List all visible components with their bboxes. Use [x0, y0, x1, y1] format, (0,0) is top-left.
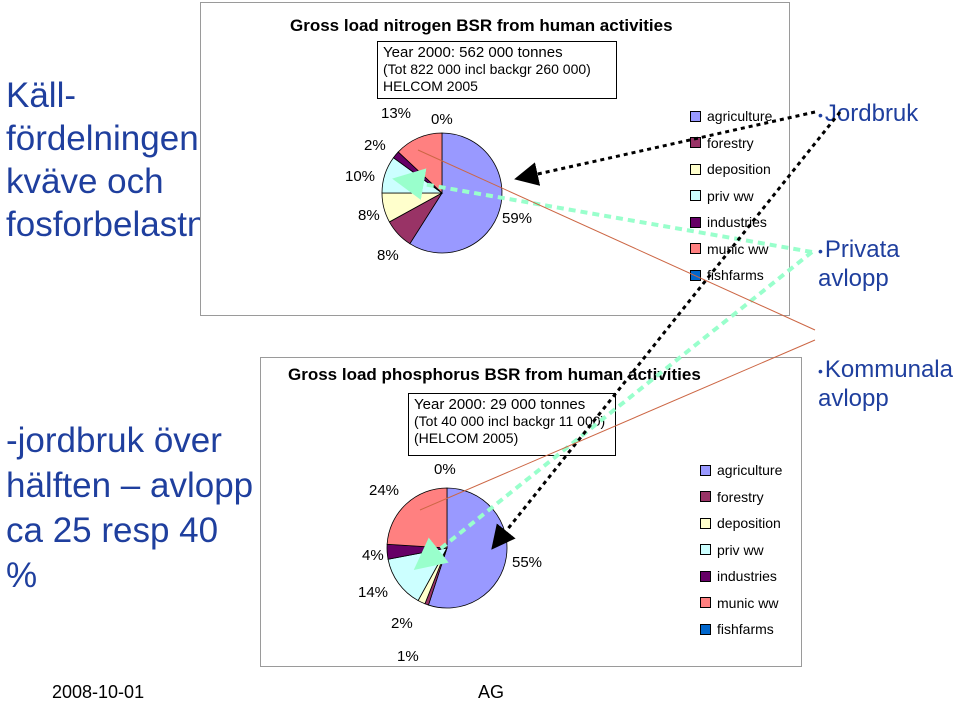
legend-item: agriculture	[700, 457, 782, 484]
nitrogen-info-line: HELCOM 2005	[383, 78, 478, 94]
nitrogen-info-box: Year 2000: 562 000 tonnes (Tot 822 000 i…	[377, 41, 617, 99]
nitrogen-info-line: Year 2000: 562 000 tonnes	[383, 44, 563, 61]
arrow-jordbruk-nitrogen	[514, 110, 816, 186]
legend-item: industries	[700, 563, 782, 590]
legend-item: fishfarms	[700, 616, 782, 643]
legend-swatch	[690, 163, 701, 175]
arrow-privata-phosphorus	[413, 250, 814, 570]
nitrogen-label-agriculture: 59%	[502, 210, 533, 227]
legend-item: forestry	[700, 484, 782, 511]
pie-slice-agriculture	[409, 132, 503, 254]
line-kommunala-phosphorus	[419, 339, 816, 511]
pie-slice-agriculture	[427, 487, 508, 609]
slide-subtitle: -jordbruk över hälften – avlopp ca 25 re…	[6, 421, 254, 595]
phosphorus-label-priv-ww: 14%	[358, 584, 389, 601]
nitrogen-label-forestry: 8%	[377, 247, 399, 264]
phosphorus-label-forestry: 1%	[397, 648, 419, 665]
line-kommunala-nitrogen	[417, 149, 816, 331]
footer-author: AG	[478, 682, 505, 702]
legend-swatch	[700, 491, 711, 503]
legend-swatch	[690, 216, 701, 228]
phosphorus-legend: agriculture forestry deposition priv ww …	[700, 457, 782, 643]
phosphorus-info-box: Year 2000: 29 000 tonnes (Tot 40 000 inc…	[408, 393, 616, 456]
legend-item: agriculture	[690, 103, 772, 130]
legend-item: fishfarms	[690, 262, 772, 289]
bullet-privata-avlopp: •Privata avlopp	[818, 236, 900, 292]
legend-swatch	[690, 269, 701, 281]
pie-slice-munic-ww	[386, 487, 448, 549]
nitrogen-pie	[381, 132, 503, 254]
phosphorus-label-munic-ww: 24%	[369, 482, 400, 499]
phosphorus-info-line: (Tot 40 000 incl backgr 11 000)	[414, 413, 606, 429]
footer-date: 2008-10-01	[52, 682, 145, 702]
nitrogen-chart-title: Gross load nitrogen BSR from human activ…	[290, 16, 673, 35]
phosphorus-label-agriculture: 55%	[512, 554, 543, 571]
phosphorus-label-industries: 4%	[362, 547, 384, 564]
legend-swatch	[690, 243, 701, 255]
pie-slice-munic-ww	[397, 132, 443, 194]
legend-item: deposition	[700, 510, 782, 537]
nitrogen-label-priv-ww: 10%	[345, 168, 376, 185]
bullet-kommunala-avlopp: •Kommunala avlopp	[818, 356, 953, 412]
legend-item: deposition	[690, 156, 772, 183]
phosphorus-label-fishfarms: 0%	[434, 461, 456, 478]
legend-swatch	[700, 464, 711, 476]
legend-swatch	[700, 517, 711, 529]
legend-item: munic ww	[700, 590, 782, 617]
phosphorus-info-line: Year 2000: 29 000 tonnes	[414, 396, 586, 413]
legend-item: priv ww	[700, 537, 782, 564]
legend-item: industries	[690, 209, 772, 236]
phosphorus-chart-title: Gross load phosphorus BSR from human act…	[288, 365, 701, 384]
legend-swatch	[700, 597, 711, 609]
legend-swatch	[700, 544, 711, 556]
nitrogen-info-line: (Tot 822 000 incl backgr 260 000)	[383, 61, 591, 77]
phosphorus-info-line: (HELCOM 2005)	[414, 430, 519, 446]
nitrogen-legend: agriculture forestry deposition priv ww …	[690, 103, 772, 289]
legend-item: munic ww	[690, 236, 772, 263]
nitrogen-label-deposition: 8%	[358, 207, 380, 224]
legend-swatch	[690, 190, 701, 202]
phosphorus-label-deposition: 2%	[391, 615, 413, 632]
arrow-jordbruk-phosphorus	[491, 111, 842, 550]
nitrogen-label-fishfarms: 0%	[431, 111, 453, 128]
nitrogen-label-munic-ww: 13%	[381, 105, 412, 122]
arrow-privata-nitrogen	[392, 168, 813, 254]
legend-item: priv ww	[690, 183, 772, 210]
legend-swatch	[700, 623, 711, 635]
legend-swatch	[690, 110, 701, 122]
nitrogen-label-industries: 2%	[364, 137, 386, 154]
legend-swatch	[700, 570, 711, 582]
